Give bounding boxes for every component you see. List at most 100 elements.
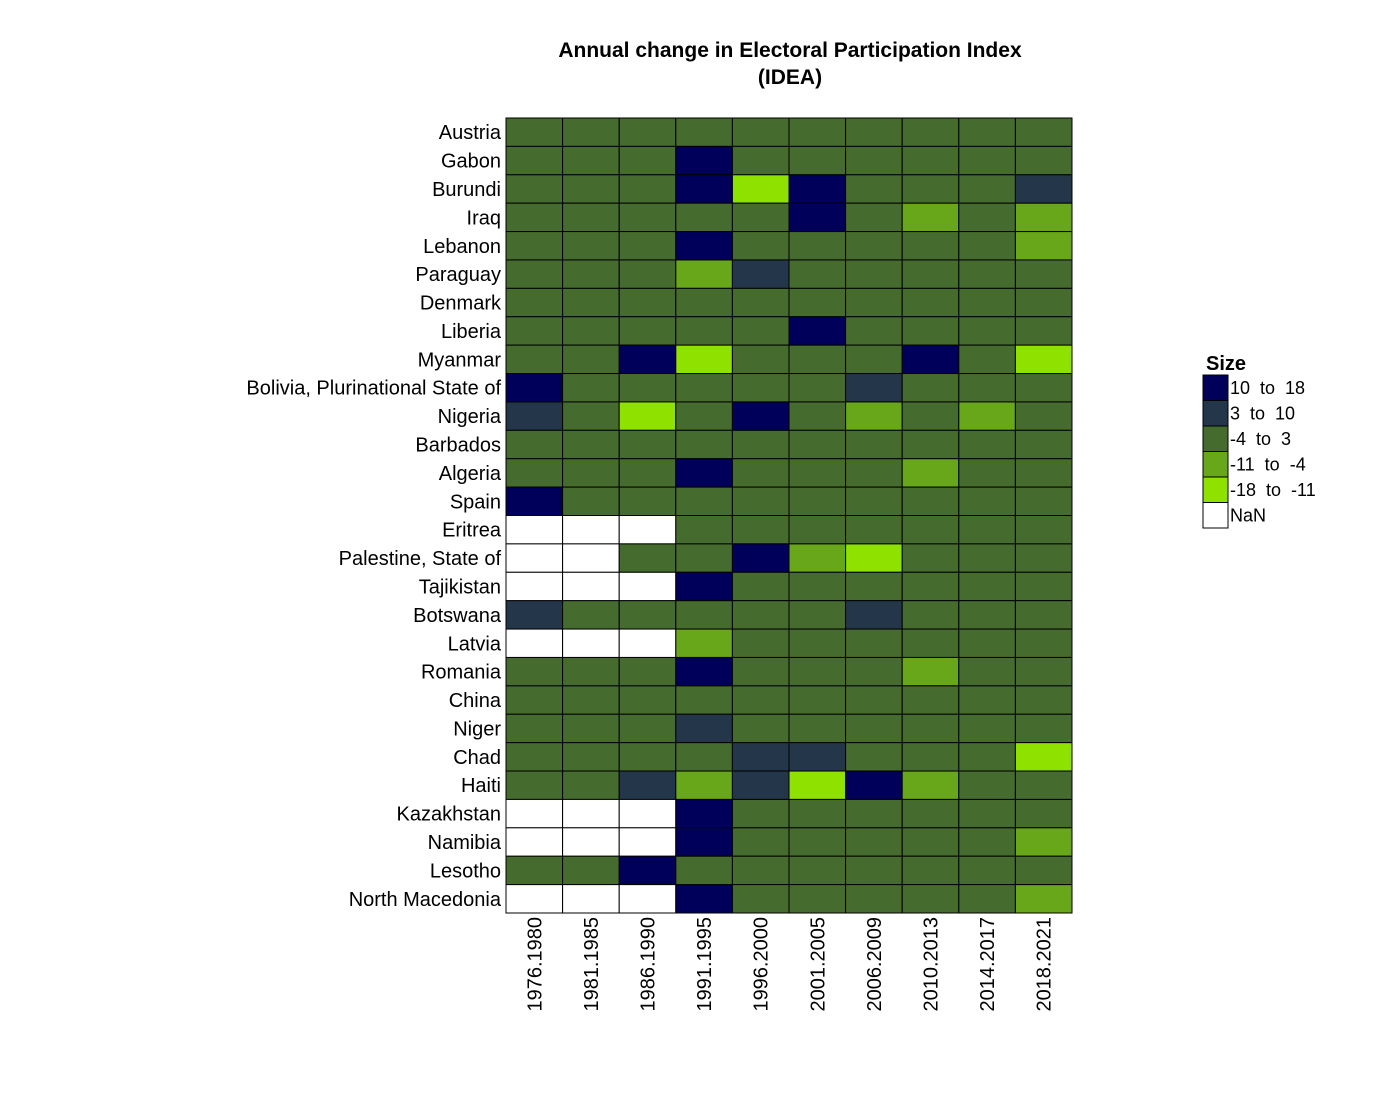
heatmap-cell xyxy=(731,571,790,602)
heatmap-cell xyxy=(618,628,677,658)
heatmap-cell xyxy=(618,373,677,403)
heatmap-cell xyxy=(845,798,903,829)
heatmap-cell xyxy=(901,884,960,914)
row-label: Haiti xyxy=(461,775,501,797)
heatmap-cell xyxy=(958,117,1016,147)
heatmap-cell xyxy=(958,259,1016,289)
heatmap-cell xyxy=(845,145,903,176)
heatmap-cell xyxy=(618,543,677,573)
heatmap-cell xyxy=(731,316,790,346)
heatmap-cell xyxy=(901,827,960,857)
heatmap-cell xyxy=(731,827,790,857)
row-label: Lesotho xyxy=(430,860,501,882)
heatmap-cell xyxy=(788,373,847,403)
heatmap-cell xyxy=(788,174,847,204)
heatmap-cell xyxy=(958,515,1016,545)
heatmap-cell xyxy=(901,855,960,886)
column-labels: 1976.1980 1981.1985 1986.1990 1991.1995 1996… xyxy=(524,917,1055,1012)
legend-swatch xyxy=(1202,374,1229,401)
legend-label: NaN xyxy=(1230,505,1266,525)
heatmap-cell xyxy=(731,231,790,261)
row-labels: Austria Gabon Burundi Iraq Lebanon Paraguay De… xyxy=(246,122,502,911)
heatmap-cell xyxy=(1014,685,1073,715)
heatmap-cell xyxy=(618,827,677,857)
chart-title-line-1: Annual change in Electoral Participation… xyxy=(558,39,1022,62)
heatmap-cell xyxy=(731,742,790,772)
heatmap-cell xyxy=(731,117,790,147)
heatmap-cell xyxy=(845,855,903,886)
heatmap-cell xyxy=(788,458,847,488)
row-label: Gabon xyxy=(441,151,501,173)
heatmap-cell xyxy=(958,316,1016,346)
heatmap-cell xyxy=(731,770,790,800)
heatmap-cell xyxy=(1014,174,1073,204)
heatmap-cell xyxy=(788,713,847,744)
heatmap-cell xyxy=(505,429,564,460)
heatmap-cell xyxy=(845,202,903,233)
column-label: 2001.2005 xyxy=(807,917,829,1012)
heatmap-cell xyxy=(618,458,677,488)
row-label: Burundi xyxy=(432,179,501,201)
legend: Size 10 to 18 3 to 10 -4 to 3 -11 to -4 -18 … xyxy=(1202,353,1316,529)
heatmap-cell xyxy=(562,117,620,147)
heatmap-cell xyxy=(618,174,677,204)
heatmap-cell xyxy=(618,600,677,630)
heatmap-cell xyxy=(845,571,903,602)
heatmap-cell xyxy=(618,685,677,715)
heatmap-cell xyxy=(958,713,1016,744)
heatmap-cell xyxy=(505,174,564,204)
heatmap-cell xyxy=(562,231,620,261)
heatmap-cell xyxy=(1014,401,1073,431)
heatmap-cell xyxy=(958,571,1016,602)
heatmap-cell xyxy=(788,600,847,630)
heatmap-cell xyxy=(562,287,620,318)
heatmap-cell xyxy=(618,571,677,602)
heatmap-cell xyxy=(618,486,677,516)
row-label: Algeria xyxy=(439,463,502,485)
heatmap-cell xyxy=(731,287,790,318)
row-label: Romania xyxy=(421,662,502,684)
heatmap-cell xyxy=(731,145,790,176)
heatmap-cell xyxy=(618,287,677,318)
heatmap-cell xyxy=(958,429,1016,460)
heatmap-cell xyxy=(675,458,733,488)
heatmap-cell xyxy=(1014,600,1073,630)
heatmap-cell xyxy=(845,401,903,431)
heatmap-cell xyxy=(562,174,620,204)
heatmap-cell xyxy=(901,798,960,829)
legend-label: -11 to -4 xyxy=(1230,454,1306,474)
legend-title: Size xyxy=(1206,353,1246,375)
heatmap-cell xyxy=(562,458,620,488)
heatmap-cell xyxy=(618,231,677,261)
heatmap-cell xyxy=(788,231,847,261)
heatmap-cell xyxy=(505,259,564,289)
heatmap-cell xyxy=(731,401,790,431)
heatmap-cell xyxy=(505,827,564,857)
heatmap-cell xyxy=(562,884,620,914)
heatmap-cell xyxy=(845,543,903,573)
heatmap-cell xyxy=(731,429,790,460)
column-label: 2006.2009 xyxy=(864,917,886,1012)
heatmap-cell xyxy=(675,316,733,346)
heatmap-cell xyxy=(731,344,790,375)
heatmap-cell xyxy=(562,202,620,233)
heatmap-cell xyxy=(958,287,1016,318)
row-label: Chad xyxy=(453,747,501,769)
heatmap-cell xyxy=(675,259,733,289)
heatmap-cell xyxy=(901,600,960,630)
heatmap-cell xyxy=(901,486,960,516)
heatmap-cell xyxy=(618,401,677,431)
heatmap-cell xyxy=(1014,316,1073,346)
heatmap-cell xyxy=(788,656,847,687)
heatmap-cell xyxy=(675,145,733,176)
heatmap-cell xyxy=(731,259,790,289)
heatmap-cell xyxy=(1014,515,1073,545)
row-label: Tajikistan xyxy=(419,576,501,598)
heatmap-cell xyxy=(901,429,960,460)
heatmap-cell xyxy=(788,429,847,460)
heatmap-cell xyxy=(788,145,847,176)
heatmap-cell xyxy=(618,742,677,772)
heatmap-cell xyxy=(618,855,677,886)
heatmap-cell xyxy=(1014,827,1073,857)
